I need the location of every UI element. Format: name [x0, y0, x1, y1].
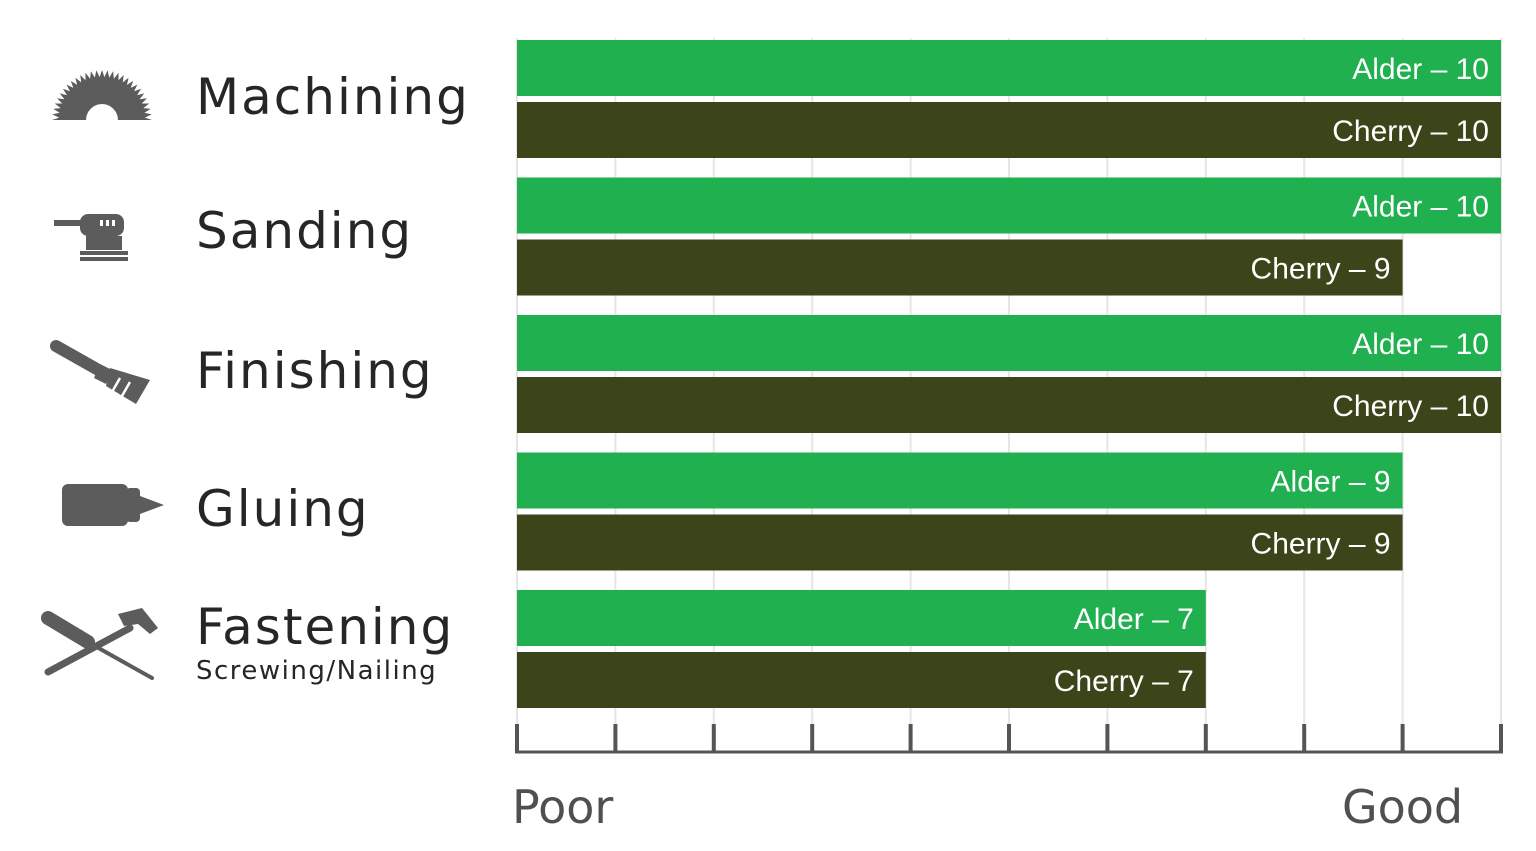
- screwdriver-hammer-icon: [41, 608, 158, 680]
- bar-label: Alder – 10: [1352, 328, 1489, 361]
- bar-label: Alder – 7: [1074, 603, 1194, 636]
- glue-bottle-icon: [62, 484, 164, 526]
- bar-cherry-fastening: [517, 652, 1206, 708]
- bars: Alder – 10 Cherry – 10 Alder – 10 Cherry – …: [517, 40, 1501, 708]
- bar-label: Cherry – 9: [1251, 527, 1391, 560]
- bar-cherry-gluing: [517, 514, 1403, 571]
- category-label-fastening: Fastening: [196, 598, 455, 656]
- bar-alder-fastening: [517, 590, 1206, 646]
- bar-label: Cherry – 7: [1054, 665, 1194, 698]
- category-label-finishing: Finishing: [196, 342, 434, 400]
- bar-alder-sanding: [517, 177, 1501, 234]
- bar-cherry-sanding: [517, 239, 1403, 296]
- bar-label: Cherry – 10: [1332, 390, 1489, 423]
- bar-cherry-machining: [517, 102, 1501, 158]
- orbital-sander-icon: [54, 214, 128, 261]
- axis-label-poor: Poor: [512, 780, 614, 834]
- bar-label: Alder – 10: [1352, 190, 1489, 223]
- category-label-gluing: Gluing: [196, 480, 370, 538]
- saw-blade-icon: [52, 70, 152, 120]
- bar-cherry-finishing: [517, 377, 1501, 433]
- bar-alder-gluing: [517, 452, 1403, 509]
- bar-label: Cherry – 9: [1251, 252, 1391, 285]
- bar-label: Alder – 10: [1352, 53, 1489, 86]
- category-label-machining: Machining: [196, 68, 470, 126]
- paintbrush-icon: [50, 340, 150, 404]
- bar-alder-finishing: [517, 315, 1501, 371]
- category-label-sanding: Sanding: [196, 202, 414, 260]
- bar-alder-machining: [517, 40, 1501, 96]
- category-subtitle-fastening: Screwing/Nailing: [196, 656, 438, 686]
- bar-label: Cherry – 10: [1332, 115, 1489, 148]
- x-axis: [515, 724, 1503, 754]
- axis-label-good: Good: [1342, 780, 1464, 834]
- bar-label: Alder – 9: [1271, 465, 1391, 498]
